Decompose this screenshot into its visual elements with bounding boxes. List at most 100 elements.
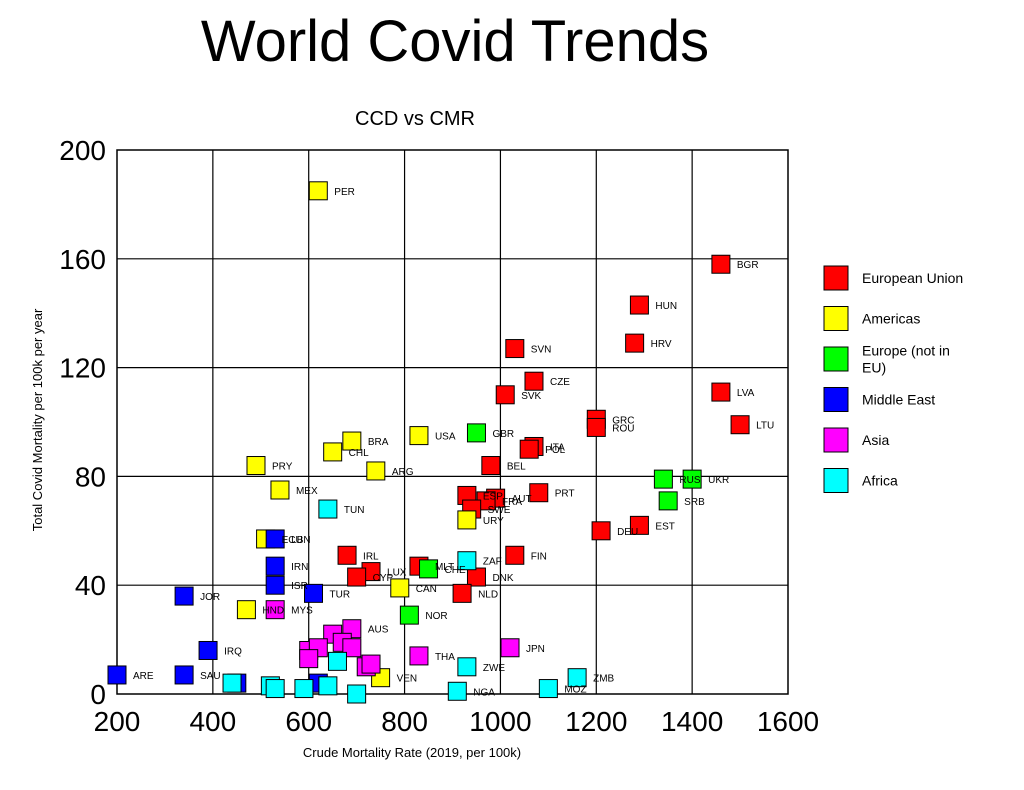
point-label: LTU xyxy=(756,421,774,432)
data-point xyxy=(265,529,285,549)
x-tick-label: 1600 xyxy=(757,706,819,737)
point-label: SAU xyxy=(200,671,221,682)
point-label: SRB xyxy=(684,497,705,508)
y-tick-label: 40 xyxy=(75,570,106,601)
data-point xyxy=(466,567,486,587)
data-point xyxy=(294,679,314,699)
data-point xyxy=(505,545,525,565)
data-point xyxy=(409,646,429,666)
legend-swatch xyxy=(823,306,849,331)
data-point xyxy=(270,480,290,500)
x-tick-label: 200 xyxy=(94,706,141,737)
data-point xyxy=(653,469,673,489)
x-tick-label: 400 xyxy=(189,706,236,737)
point-label: VEN xyxy=(397,674,418,685)
chart-subtitle: CCD vs CMR xyxy=(355,108,475,130)
data-point xyxy=(347,567,367,587)
data-point xyxy=(107,665,127,685)
point-label: CYP xyxy=(373,573,394,584)
point-label: NOR xyxy=(425,611,447,622)
point-label: IRL xyxy=(363,551,379,562)
data-point xyxy=(711,382,731,402)
data-point xyxy=(711,254,731,274)
point-label: AUT xyxy=(512,494,532,505)
point-label: HND xyxy=(262,606,284,617)
data-point xyxy=(265,556,285,576)
data-point xyxy=(452,583,472,603)
data-point xyxy=(457,551,477,571)
data-point xyxy=(265,679,285,699)
data-point xyxy=(246,456,266,476)
x-tick-label: 600 xyxy=(285,706,332,737)
point-label: TUR xyxy=(330,589,351,600)
point-label: GRC xyxy=(612,415,634,426)
data-point xyxy=(505,339,525,359)
data-point xyxy=(519,439,539,459)
point-label: ESP xyxy=(483,491,503,502)
point-label: ECU xyxy=(282,535,303,546)
y-tick-label: 200 xyxy=(59,135,106,166)
point-label: IRN xyxy=(291,562,308,573)
data-point xyxy=(342,638,362,658)
point-label: IRQ xyxy=(224,646,242,657)
x-axis-label: Crude Mortality Rate (2019, per 100k) xyxy=(303,745,521,760)
data-point xyxy=(500,638,520,658)
point-label: BEL xyxy=(507,462,526,473)
data-point xyxy=(481,456,501,476)
point-label: PRT xyxy=(555,489,575,500)
data-point xyxy=(419,559,439,579)
data-point xyxy=(538,679,558,699)
data-point xyxy=(682,469,702,489)
legend-label: Middle East xyxy=(862,392,935,408)
point-label: SWE xyxy=(488,505,511,516)
point-label: LBN xyxy=(291,535,310,546)
point-label: ZMB xyxy=(593,674,614,685)
y-tick-label: 160 xyxy=(59,244,106,275)
point-label: FRA xyxy=(502,497,522,508)
data-point xyxy=(529,483,549,503)
data-point xyxy=(318,676,338,696)
point-label: PRY xyxy=(272,462,293,473)
point-label: CAN xyxy=(416,584,437,595)
data-point xyxy=(222,673,242,693)
point-label: JPN xyxy=(526,644,545,655)
x-tick-label: 800 xyxy=(381,706,428,737)
data-point xyxy=(347,684,367,704)
data-point xyxy=(342,431,362,451)
point-label: SVK xyxy=(521,391,541,402)
point-label: CHL xyxy=(349,448,369,459)
data-point xyxy=(457,657,477,677)
point-label: ROU xyxy=(612,423,634,434)
point-label: ARE xyxy=(133,671,154,682)
x-tick-label: 1400 xyxy=(661,706,723,737)
data-point xyxy=(567,668,587,688)
data-point xyxy=(625,333,645,353)
point-label: BRA xyxy=(368,437,389,448)
data-point xyxy=(366,461,386,481)
point-label: CZE xyxy=(550,377,570,388)
point-label: AUS xyxy=(368,625,389,636)
data-point xyxy=(236,600,256,620)
data-point xyxy=(304,583,324,603)
y-tick-label: 120 xyxy=(59,353,106,384)
legend-label: Africa xyxy=(862,473,898,489)
point-label: LVA xyxy=(737,388,755,399)
point-label: POL xyxy=(545,445,565,456)
point-label: JOR xyxy=(200,592,220,603)
data-point xyxy=(265,600,285,620)
data-point xyxy=(174,586,194,606)
point-label: ITA xyxy=(550,442,565,453)
grid-lines xyxy=(116,149,789,695)
data-point xyxy=(591,521,611,541)
data-point xyxy=(658,491,678,511)
point-label: MOZ xyxy=(564,685,586,696)
legend-label: Asia xyxy=(862,432,889,448)
data-point xyxy=(361,654,381,674)
point-label: THA xyxy=(435,652,455,663)
legend-swatch xyxy=(823,468,849,493)
data-points xyxy=(107,181,750,704)
legend-swatch xyxy=(823,427,849,453)
point-label: PER xyxy=(334,187,355,198)
point-label: LUX xyxy=(387,568,407,579)
data-point xyxy=(174,665,194,685)
